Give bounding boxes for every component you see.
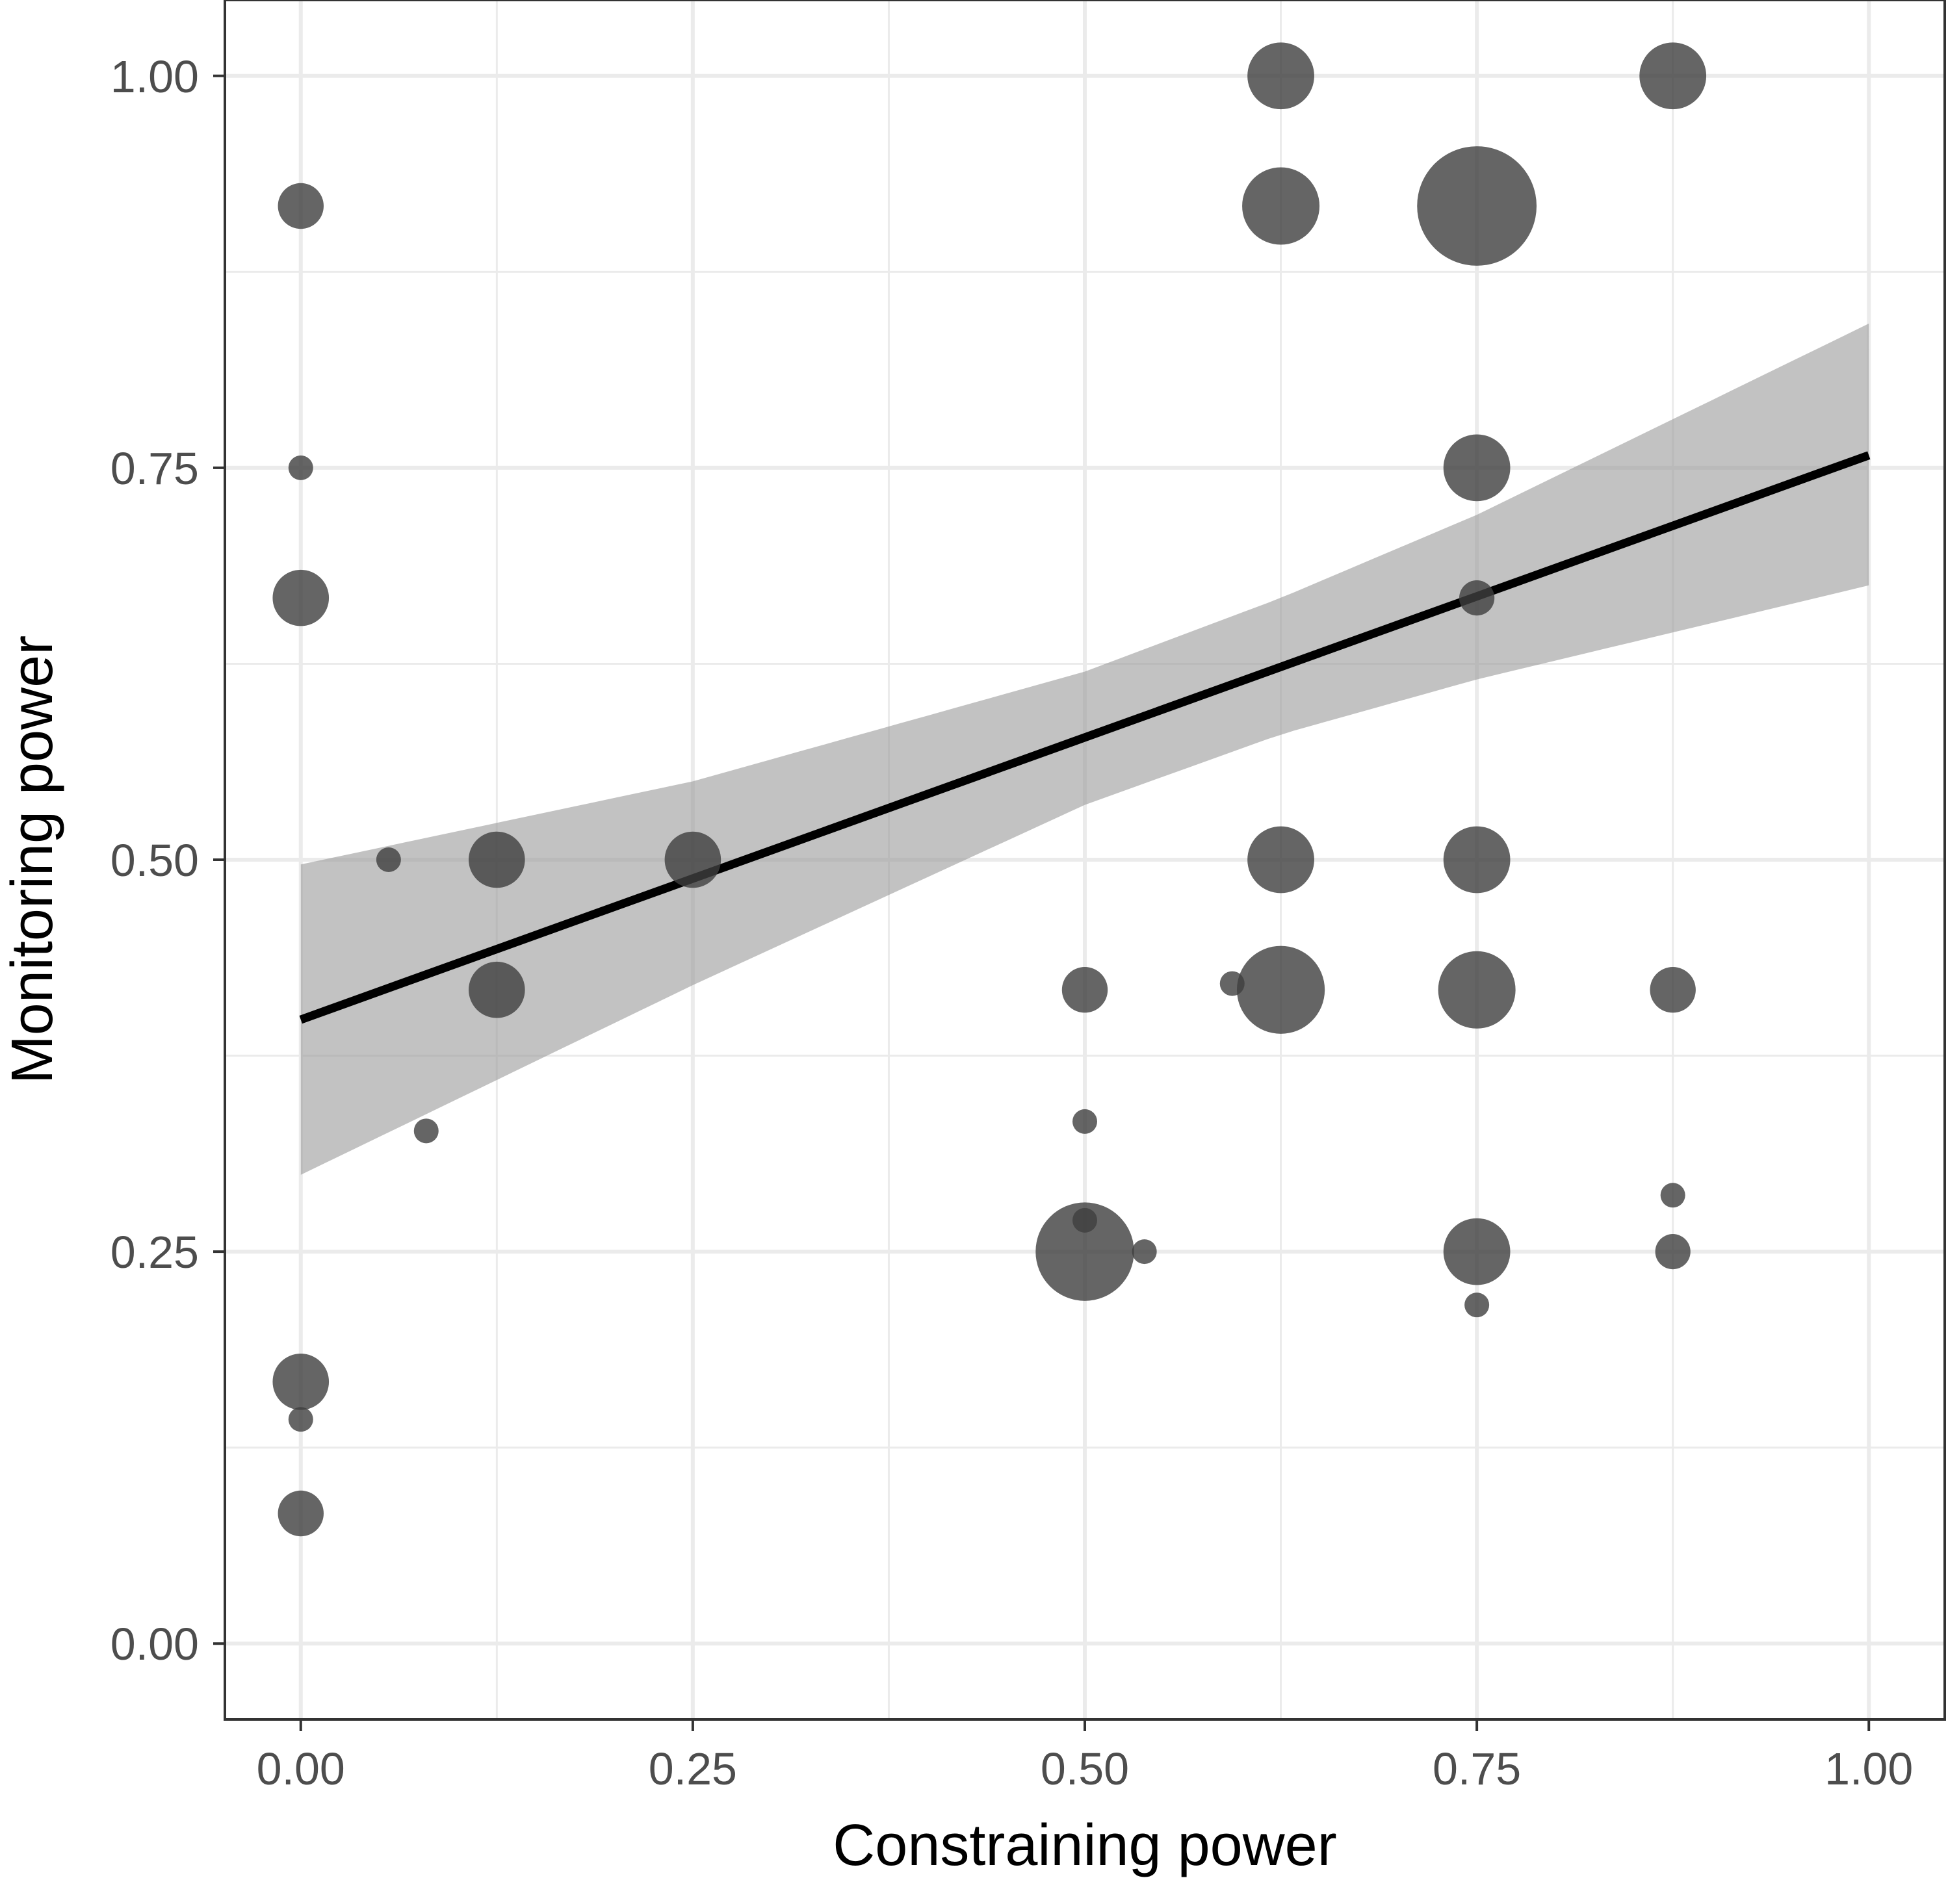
data-point — [1072, 1109, 1097, 1134]
data-point — [272, 569, 330, 626]
data-point — [1443, 434, 1511, 502]
confidence-band — [300, 323, 1869, 1175]
y-axis: 0.00 0.25 0.50 0.75 1.00 — [110, 51, 225, 1669]
data-point — [469, 961, 525, 1018]
data-point — [1650, 967, 1696, 1013]
y-tick-label: 0.25 — [110, 1227, 199, 1278]
data-point — [1247, 826, 1314, 894]
data-point — [664, 831, 721, 888]
data-point — [1443, 826, 1511, 894]
data-point — [288, 1407, 313, 1432]
data-point — [1132, 1239, 1157, 1265]
fit-line-layer — [299, 451, 1871, 1024]
data-point — [1459, 580, 1495, 616]
data-point — [1236, 946, 1325, 1034]
data-point — [413, 1118, 439, 1144]
data-point — [1639, 42, 1707, 110]
data-point — [469, 831, 525, 888]
y-tick-label: 0.50 — [110, 835, 199, 886]
data-point — [1660, 1183, 1685, 1208]
x-tick-label: 0.00 — [257, 1743, 345, 1794]
y-tick-label: 0.00 — [110, 1619, 199, 1669]
y-tick-label: 0.75 — [110, 443, 199, 494]
data-point — [1438, 951, 1516, 1029]
data-point — [1464, 1293, 1490, 1318]
data-point — [1417, 146, 1537, 266]
data-point — [288, 455, 313, 480]
data-point — [272, 1354, 330, 1410]
x-axis: 0.00 0.25 0.50 0.75 1.00 — [257, 1719, 1913, 1794]
data-point — [1035, 1202, 1134, 1301]
y-tick-label: 1.00 — [110, 51, 199, 102]
data-point — [1443, 1218, 1511, 1285]
data-point — [376, 847, 401, 872]
data-point — [1242, 167, 1320, 245]
confidence-band-layer — [300, 323, 1869, 1175]
x-tick-label: 0.50 — [1041, 1743, 1129, 1794]
x-tick-label: 0.75 — [1433, 1743, 1521, 1794]
fit-line — [299, 451, 1871, 1024]
data-point — [1061, 967, 1108, 1013]
data-point — [1655, 1234, 1691, 1270]
x-tick-label: 0.25 — [649, 1743, 737, 1794]
data-point — [1072, 1207, 1097, 1233]
points-layer — [272, 42, 1707, 1537]
data-point — [278, 183, 324, 229]
x-axis-label: Constraining power — [833, 1813, 1336, 1878]
y-axis-label: Monitoring power — [0, 636, 65, 1084]
x-tick-label: 1.00 — [1825, 1743, 1913, 1794]
data-point — [1247, 42, 1314, 110]
data-point — [278, 1490, 324, 1537]
